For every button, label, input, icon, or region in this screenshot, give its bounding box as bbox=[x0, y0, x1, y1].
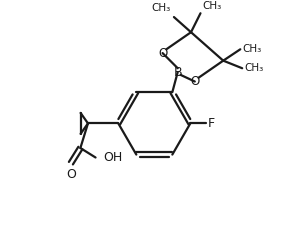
Text: CH₃: CH₃ bbox=[151, 3, 170, 13]
Text: F: F bbox=[208, 117, 215, 130]
Text: O: O bbox=[66, 168, 76, 181]
Text: CH₃: CH₃ bbox=[244, 63, 263, 73]
Text: B: B bbox=[174, 65, 182, 79]
Text: CH₃: CH₃ bbox=[202, 1, 222, 11]
Text: O: O bbox=[158, 47, 167, 60]
Text: O: O bbox=[190, 75, 199, 88]
Text: OH: OH bbox=[103, 151, 122, 164]
Text: CH₃: CH₃ bbox=[242, 44, 262, 54]
